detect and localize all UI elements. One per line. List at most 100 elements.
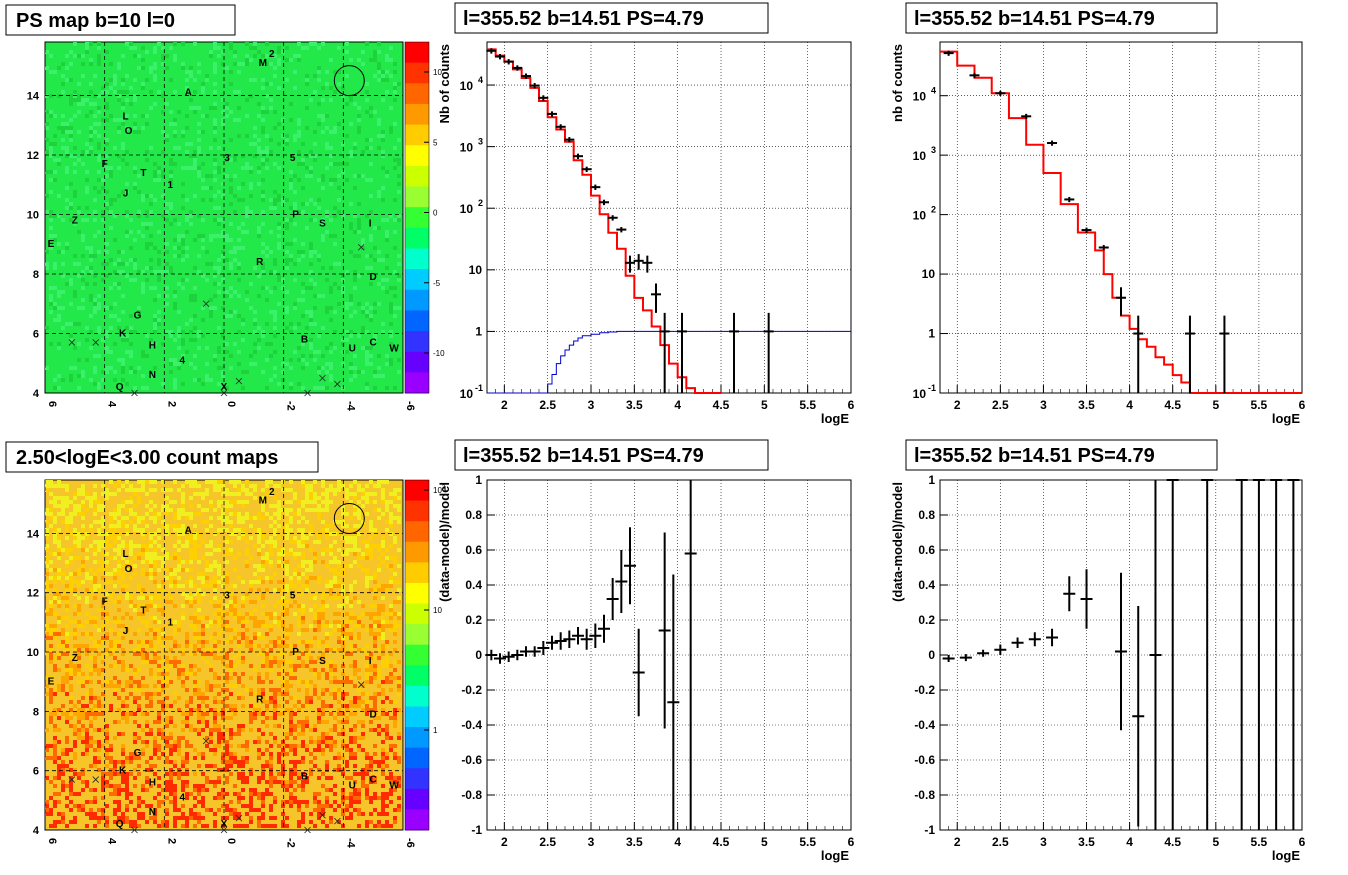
heatmap-cell <box>297 54 301 58</box>
heatmap-cell <box>185 772 189 776</box>
heatmap-cell <box>193 524 197 528</box>
heatmap-cell <box>65 126 69 130</box>
heatmap-cell <box>173 784 177 788</box>
heatmap-cell <box>345 596 349 600</box>
heatmap-cell <box>209 736 213 740</box>
heatmap-cell <box>69 548 73 552</box>
heatmap-cell <box>305 568 309 572</box>
heatmap-cell <box>189 600 193 604</box>
heatmap-cell <box>225 238 229 242</box>
x-tick-label: 3.5 <box>1078 398 1095 412</box>
heatmap-cell <box>129 600 133 604</box>
heatmap-cell <box>145 210 149 214</box>
heatmap-cell <box>257 580 261 584</box>
heatmap-cell <box>237 660 241 664</box>
heatmap-cell <box>157 620 161 624</box>
heatmap-cell <box>293 748 297 752</box>
heatmap-cell <box>301 784 305 788</box>
heatmap-cell <box>293 262 297 266</box>
heatmap-cell <box>353 366 357 370</box>
heatmap-cell <box>213 824 217 828</box>
heatmap-cell <box>153 516 157 520</box>
heatmap-cell <box>277 688 281 692</box>
heatmap-cell <box>229 520 233 524</box>
heatmap-cell <box>289 744 293 748</box>
heatmap-cell <box>261 764 265 768</box>
heatmap-cell <box>133 114 137 118</box>
heatmap-cell <box>113 198 117 202</box>
heatmap-cell <box>157 672 161 676</box>
heatmap-cell <box>177 532 181 536</box>
heatmap-cell <box>249 58 253 62</box>
heatmap-cell <box>117 564 121 568</box>
heatmap-cell <box>189 624 193 628</box>
heatmap-cell <box>397 274 401 278</box>
heatmap-cell <box>241 528 245 532</box>
heatmap-cell <box>229 640 233 644</box>
heatmap-cell <box>293 536 297 540</box>
y-tick-label: 6 <box>33 329 39 341</box>
heatmap-cell <box>393 86 397 90</box>
heatmap-cell <box>261 620 265 624</box>
heatmap-cell <box>281 548 285 552</box>
heatmap-cell <box>181 804 185 808</box>
heatmap-cell <box>221 760 225 764</box>
heatmap-cell <box>229 500 233 504</box>
heatmap-cell <box>321 660 325 664</box>
heatmap-cell <box>177 772 181 776</box>
heatmap-cell <box>265 824 269 828</box>
heatmap-cell <box>309 564 313 568</box>
y-tick-label: 10 <box>460 141 474 155</box>
heatmap-cell <box>349 792 353 796</box>
heatmap-cell <box>209 306 213 310</box>
heatmap-cell <box>85 712 89 716</box>
heatmap-cell <box>93 218 97 222</box>
heatmap-cell <box>345 600 349 604</box>
heatmap-cell <box>185 90 189 94</box>
heatmap-cell <box>193 756 197 760</box>
heatmap-cell <box>205 520 209 524</box>
heatmap-cell <box>57 656 61 660</box>
heatmap-cell <box>197 512 201 516</box>
x-tick-label: 3.5 <box>626 398 643 412</box>
heatmap-cell <box>69 130 73 134</box>
heatmap-cell <box>185 322 189 326</box>
heatmap-cell <box>221 512 225 516</box>
heatmap-cell <box>81 708 85 712</box>
heatmap-cell <box>293 796 297 800</box>
heatmap-cell <box>53 302 57 306</box>
heatmap-cell <box>165 294 169 298</box>
heatmap-cell <box>353 142 357 146</box>
heatmap-cell <box>333 680 337 684</box>
heatmap-cell <box>317 716 321 720</box>
heatmap-cell <box>73 194 77 198</box>
heatmap-cell <box>305 696 309 700</box>
heatmap-cell <box>309 656 313 660</box>
heatmap-cell <box>269 664 273 668</box>
heatmap-cell <box>197 668 201 672</box>
heatmap-cell <box>85 740 89 744</box>
heatmap-cell <box>153 744 157 748</box>
heatmap-cell <box>89 720 93 724</box>
heatmap-cell <box>53 266 57 270</box>
heatmap-cell <box>85 190 89 194</box>
heatmap-cell <box>265 660 269 664</box>
heatmap-cell <box>185 644 189 648</box>
heatmap-cell <box>349 250 353 254</box>
heatmap-cell <box>349 620 353 624</box>
heatmap-cell <box>245 564 249 568</box>
heatmap-cell <box>317 620 321 624</box>
heatmap-cell <box>225 106 229 110</box>
heatmap-cell <box>325 500 329 504</box>
heatmap-cell <box>237 764 241 768</box>
heatmap-cell <box>325 166 329 170</box>
heatmap-cell <box>373 58 377 62</box>
heatmap-cell <box>57 684 61 688</box>
heatmap-cell <box>165 496 169 500</box>
heatmap-cell <box>317 536 321 540</box>
heatmap-cell <box>65 644 69 648</box>
heatmap-cell <box>65 600 69 604</box>
heatmap-cell <box>273 604 277 608</box>
heatmap-cell <box>53 532 57 536</box>
heatmap-cell <box>313 540 317 544</box>
